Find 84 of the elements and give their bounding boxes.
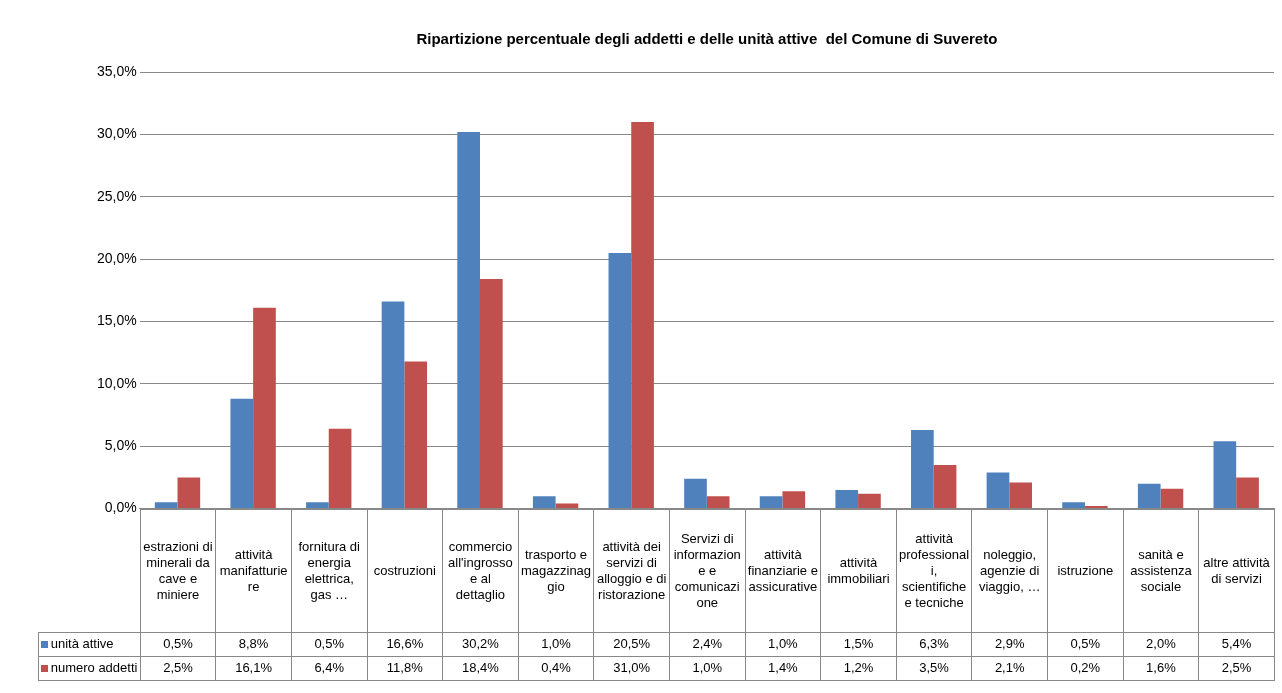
x-tick-label: altre attività di servizi	[1198, 509, 1275, 633]
y-tick-label: 30,0%	[96, 125, 137, 142]
bar	[381, 301, 405, 509]
bar	[1213, 441, 1237, 509]
x-tick-label: noleggio, agenzie di viaggio, …	[971, 509, 1048, 633]
data-label: 20,5%	[593, 632, 670, 657]
y-tick-label: 5,0%	[104, 437, 137, 454]
data-label: 6,4%	[291, 656, 368, 681]
bar	[1160, 488, 1184, 509]
legend-label: numero addetti	[38, 656, 141, 681]
data-label: 5,4%	[1198, 632, 1275, 657]
data-label: 18,4%	[442, 656, 519, 681]
data-label: 30,2%	[442, 632, 519, 657]
x-tick-label: attività immobiliari	[820, 509, 897, 633]
chart-title: Ripartizione percentuale degli addetti e delle unità attive del Comune di Suvereto	[416, 30, 998, 48]
bar	[782, 491, 806, 509]
bar	[835, 489, 859, 509]
x-tick-label: attività finanziarie e assicurative	[745, 509, 821, 633]
x-tick-label: estrazioni di minerali da cave e miniere	[140, 509, 216, 633]
x-tick-label: commercio all'ingrosso e al dettaglio	[442, 509, 519, 633]
y-tick-label: 25,0%	[96, 187, 137, 204]
data-label: 1,6%	[1123, 656, 1199, 681]
bar	[457, 131, 480, 509]
data-label: 6,3%	[896, 632, 972, 657]
data-label: 0,5%	[140, 632, 216, 657]
bar	[154, 502, 178, 509]
data-label: 3,5%	[896, 656, 972, 681]
data-label: 2,5%	[140, 656, 216, 681]
data-label: 31,0%	[593, 656, 670, 681]
bar	[631, 121, 654, 509]
y-tick-label: 15,0%	[96, 312, 137, 329]
data-label: 2,5%	[1198, 656, 1275, 681]
y-tick-label: 20,0%	[96, 249, 137, 266]
data-label: 16,1%	[215, 656, 292, 681]
data-label: 11,8%	[367, 656, 443, 681]
bar	[858, 493, 881, 509]
data-label: 2,0%	[1123, 632, 1199, 657]
bar	[306, 502, 329, 509]
bar	[986, 472, 1010, 509]
y-tick-label: 10,0%	[96, 374, 137, 391]
data-label: 1,5%	[820, 632, 897, 657]
data-label: 0,4%	[518, 656, 594, 681]
data-label: 1,4%	[745, 656, 821, 681]
data-label: 8,8%	[215, 632, 292, 657]
bar	[230, 398, 254, 509]
x-tick-label: costruzioni	[367, 509, 443, 633]
data-label: 2,1%	[971, 656, 1048, 681]
y-tick-label: 35,0%	[96, 62, 137, 79]
x-tick-label: sanità e assistenza sociale	[1123, 509, 1199, 633]
bar	[328, 428, 352, 509]
bar	[933, 464, 957, 509]
data-label: 1,2%	[820, 656, 897, 681]
bar	[684, 478, 707, 509]
bar	[479, 279, 503, 509]
bar	[608, 252, 632, 509]
data-label: 2,4%	[669, 632, 746, 657]
x-tick-label: attività manifatturiere	[215, 509, 292, 633]
x-tick-label: fornitura di energia elettrica, gas …	[291, 509, 368, 633]
bar	[911, 430, 934, 509]
bar	[404, 361, 428, 509]
x-tick-label: attività professionali, scientifiche e tecniche	[896, 509, 972, 633]
bar	[177, 477, 201, 509]
bar	[1236, 477, 1259, 509]
x-tick-label: Servizi di informazione e comunicazione	[669, 509, 746, 633]
bar	[706, 496, 730, 509]
x-tick-label: trasporto e magazzinaggio	[518, 509, 594, 633]
bar	[253, 307, 276, 509]
legend-label: unità attive	[38, 632, 141, 657]
x-tick-label: istruzione	[1047, 509, 1124, 633]
data-label: 2,9%	[971, 632, 1048, 657]
data-label: 0,2%	[1047, 656, 1124, 681]
bar	[759, 496, 783, 509]
data-label: 1,0%	[518, 632, 594, 657]
x-tick-label: attività dei servizi di alloggio e di ristorazione	[593, 509, 670, 633]
data-label: 16,6%	[367, 632, 443, 657]
bar	[532, 496, 556, 509]
y-tick-label: 0,0%	[104, 499, 137, 516]
data-label: 0,5%	[1047, 632, 1124, 657]
bar	[1137, 483, 1161, 509]
bar	[1009, 482, 1033, 509]
data-label: 1,0%	[745, 632, 821, 657]
bar	[1062, 502, 1085, 509]
data-label: 1,0%	[669, 656, 746, 681]
data-label: 0,5%	[291, 632, 368, 657]
